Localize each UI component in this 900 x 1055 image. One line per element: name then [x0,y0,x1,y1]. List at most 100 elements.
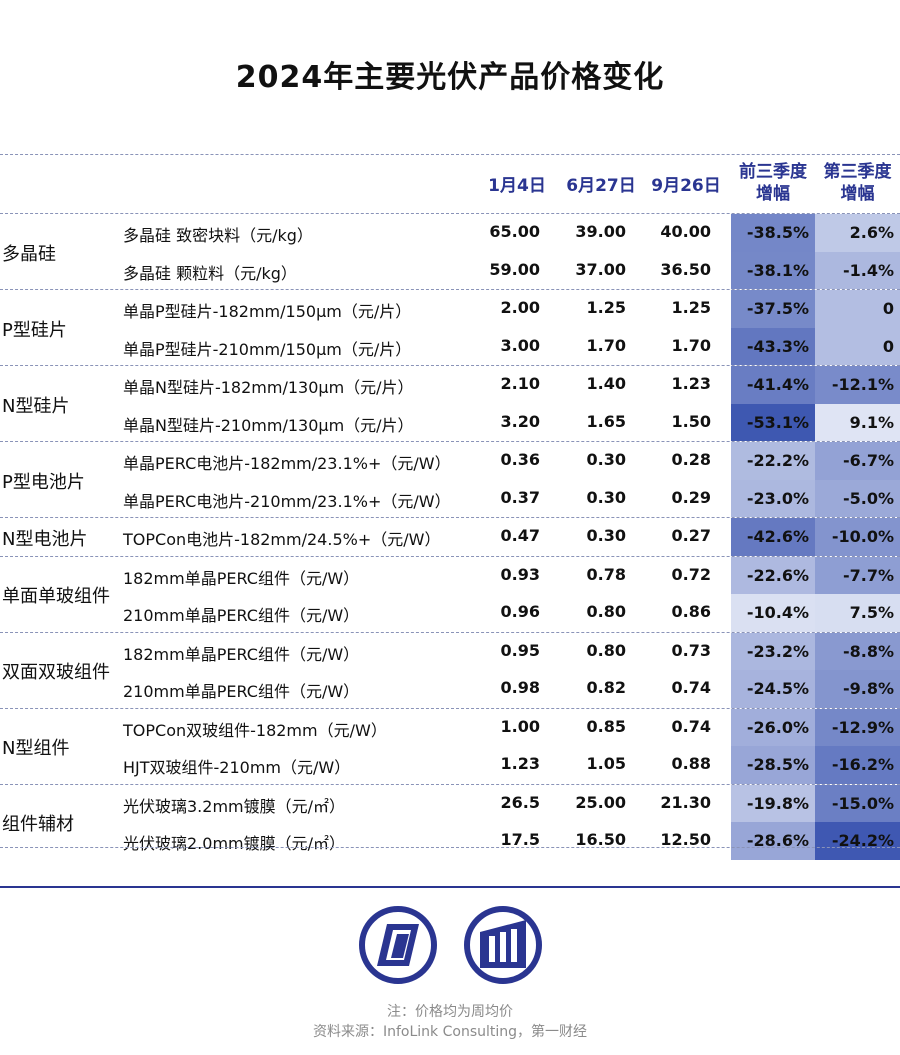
table-row: 多晶硅 颗粒料（元/kg） 59.00 37.00 36.50 -38.1% -1.4% [0,251,900,289]
ytd-increase-cell: -43.3% [731,327,815,365]
q3-increase-cell: -24.2% [815,822,900,860]
q3-increase-cell: -15.0% [815,784,900,822]
price-jan4: 65.00 [489,222,540,241]
price-jan4: 0.96 [500,602,540,621]
q3-increase-cell: -12.9% [815,708,900,746]
table-row: 光伏玻璃3.2mm镀膜（元/㎡） 26.5 25.00 21.30 -19.8% -15.… [0,784,900,822]
price-jan4: 0.37 [500,487,540,507]
price-sep26: 12.50 [660,830,711,849]
ytd-increase-cell: -38.5% [731,214,815,252]
price-jan4: 0.93 [500,564,540,584]
table-row: 单晶PERC电池片-210mm/23.1%+（元/W） 0.37 0.30 0.29-… [0,479,900,517]
q3-increase-cell: 0 [815,327,900,365]
brand-logo-left-icon [359,906,437,984]
price-sep26: 0.72 [671,564,711,584]
price-jan4: 0.47 [500,526,540,545]
ytd-increase-cell: -10.4% [731,594,815,632]
product-label: 多晶硅 致密块料（元/kg） [123,226,313,245]
footer-rule [0,886,900,888]
price-jun27: 0.80 [586,602,626,621]
q3-increase-cell: -16.2% [815,746,900,784]
product-label: 182mm单晶PERC组件（元/W） [123,568,360,588]
q3-increase-cell: 2.6% [815,214,900,252]
page-title: 2024年主要光伏产品价格变化 [235,60,665,95]
header-ytd-increase: 前三季度 增幅 [731,161,815,205]
price-jan4: 2.00 [500,298,540,317]
q3-increase-cell: 9.1% [815,403,900,441]
price-jan4: 3.20 [500,411,540,431]
ytd-increase-cell: -24.5% [731,670,815,708]
group-name: 多晶硅 [2,243,56,265]
table-row: TOPCon电池片-182mm/24.5%+（元/W） 0.47 0.30 0.27 -… [0,518,900,556]
ytd-increase-cell: -42.6% [731,518,815,556]
price-jan4: 0.95 [500,640,540,660]
price-jun27: 0.78 [586,564,626,584]
row-group: P型电池片 单晶PERC电池片-182mm/23.1%+（元/W） 0.36 0.30… [0,441,900,517]
price-sep26: 0.88 [671,754,711,773]
header-q3-increase: 第三季度 增幅 [815,161,900,205]
q3-increase-cell: -6.7% [815,442,900,480]
price-jan4: 0.98 [500,678,540,697]
product-label: 单晶N型硅片-182mm/130μm（元/片） [123,378,414,397]
price-jun27: 1.70 [586,335,626,355]
header-date-2: 6月27日 [566,176,636,196]
price-table: 1月4日 6月27日 9月26日 前三季度 增幅 第三季度 增幅 多晶硅 多晶硅 … [0,154,900,860]
price-sep26: 0.74 [671,716,711,736]
ytd-increase-cell: -19.8% [731,784,815,822]
product-label: 多晶硅 颗粒料（元/kg） [123,263,297,283]
table-row: 单晶PERC电池片-182mm/23.1%+（元/W） 0.36 0.30 0.28 -… [0,442,900,480]
ytd-increase-cell: -23.0% [731,479,815,517]
table-row: 单晶N型硅片-182mm/130μm（元/片） 2.10 1.40 1.23 -41.4… [0,366,900,404]
ytd-increase-cell: -22.2% [731,442,815,480]
group-name: N型组件 [2,738,70,759]
price-jun27: 0.85 [586,716,626,736]
row-group: P型硅片 单晶P型硅片-182mm/150μm（元/片） 2.00 1.25 1.25 -… [0,289,900,365]
price-sep26: 0.86 [671,602,711,621]
q3-increase-cell: -8.8% [815,632,900,670]
price-sep26: 0.29 [671,487,711,507]
table-row: TOPCon双玻组件-182mm（元/W） 1.00 0.85 0.74 -26.0% -… [0,708,900,746]
header-ytd-line1: 前三季度 [739,162,807,182]
header-date-1: 1月4日 [488,176,546,196]
product-label: 单晶P型硅片-210mm/150μm（元/片） [123,339,412,359]
group-name: 单面单玻组件 [2,586,110,607]
price-jan4: 26.5 [500,792,540,812]
group-name: N型硅片 [2,395,70,417]
price-jun27: 0.30 [586,487,626,507]
ytd-increase-cell: -22.6% [731,556,815,594]
row-group: 单面单玻组件 182mm单晶PERC组件（元/W） 0.93 0.78 0.72 -22.… [0,555,900,632]
product-label: 单晶N型硅片-210mm/130μm（元/片） [123,415,414,435]
price-jun27: 0.30 [586,450,626,469]
table-row: 单晶P型硅片-210mm/150μm（元/片） 3.00 1.70 1.70 -43.3… [0,327,900,365]
product-label: HJT双玻组件-210mm（元/W） [123,758,351,777]
q3-increase-cell: 7.5% [815,594,900,632]
header-q3-line2: 增幅 [840,184,875,204]
price-sep26: 0.27 [671,526,711,545]
product-label: TOPCon双玻组件-182mm（元/W） [123,720,387,740]
price-jun27: 37.00 [575,259,626,279]
price-sep26: 1.25 [671,298,711,317]
row-group: 双面双玻组件 182mm单晶PERC组件（元/W） 0.95 0.80 0.73 -23.… [0,631,900,708]
product-label: TOPCon电池片-182mm/24.5%+（元/W） [123,530,441,549]
group-name: P型电池片 [2,471,85,493]
footer-note: 注：价格均为周均价 [387,1004,513,1020]
price-jun27: 1.05 [586,754,626,773]
q3-increase-cell: -9.8% [815,670,900,708]
group-name: P型硅片 [2,319,67,341]
footer-source: 资料来源：InfoLink Consulting，第一财经 [312,1024,588,1040]
price-sep26: 40.00 [660,222,711,241]
table-row: 210mm单晶PERC组件（元/W） 0.98 0.82 0.74 -24.5% -9.8… [0,670,900,708]
price-jun27: 39.00 [575,222,626,241]
price-sep26: 0.28 [671,450,711,469]
table-row: 182mm单晶PERC组件（元/W） 0.93 0.78 0.72 -22.6% -7.7… [0,556,900,594]
ytd-increase-cell: -28.6% [731,822,815,860]
product-label: 单晶PERC电池片-182mm/23.1%+（元/W） [123,454,451,473]
q3-increase-cell: 0 [815,290,900,328]
q3-increase-cell: -1.4% [815,251,900,289]
price-jun27: 1.25 [586,298,626,317]
row-group: 组件辅材 光伏玻璃3.2mm镀膜（元/㎡） 26.5 25.00 21.30 -19.8%… [0,783,900,860]
price-jun27: 0.80 [586,640,626,660]
q3-increase-cell: -10.0% [815,518,900,556]
q3-increase-cell: -12.1% [815,366,900,404]
price-sep26: 1.70 [671,335,711,355]
